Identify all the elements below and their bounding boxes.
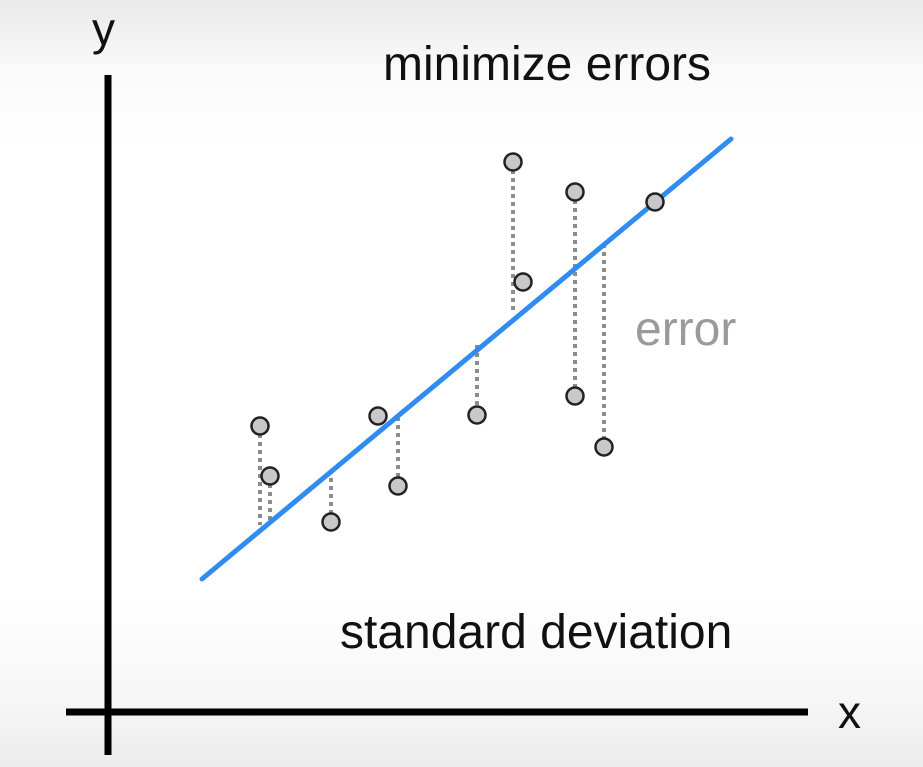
error-label: error <box>635 303 736 356</box>
data-points <box>250 152 665 532</box>
data-point <box>513 272 533 292</box>
y-axis-label: y <box>92 3 115 55</box>
top-caption: minimize errors <box>383 38 711 91</box>
data-point <box>565 182 585 202</box>
data-point <box>368 406 388 426</box>
data-point <box>260 466 280 486</box>
data-point <box>388 476 408 496</box>
data-point <box>467 405 487 425</box>
bottom-caption: standard deviation <box>340 606 732 659</box>
data-point <box>321 512 341 532</box>
error-lines <box>258 162 606 525</box>
data-point <box>594 437 614 457</box>
x-axis-label: x <box>838 686 861 738</box>
data-point <box>565 386 585 406</box>
fit-line <box>199 136 734 582</box>
data-point <box>250 416 270 436</box>
data-point <box>503 152 523 172</box>
data-point <box>645 192 665 212</box>
